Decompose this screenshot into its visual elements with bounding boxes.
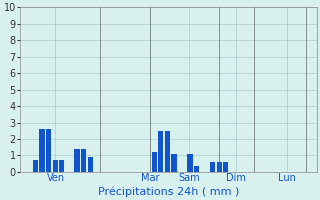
Bar — [194, 166, 199, 172]
Bar — [81, 149, 86, 172]
X-axis label: Précipitations 24h ( mm ): Précipitations 24h ( mm ) — [98, 186, 239, 197]
Bar — [152, 152, 157, 172]
Bar — [223, 162, 228, 172]
Bar — [158, 131, 164, 172]
Bar — [187, 154, 193, 172]
Bar — [39, 129, 45, 172]
Bar — [171, 154, 177, 172]
Bar — [217, 162, 222, 172]
Bar — [210, 162, 215, 172]
Bar — [46, 129, 51, 172]
Bar — [88, 157, 93, 172]
Bar — [59, 160, 64, 172]
Bar — [33, 160, 38, 172]
Bar — [75, 149, 80, 172]
Bar — [52, 160, 58, 172]
Bar — [165, 131, 170, 172]
